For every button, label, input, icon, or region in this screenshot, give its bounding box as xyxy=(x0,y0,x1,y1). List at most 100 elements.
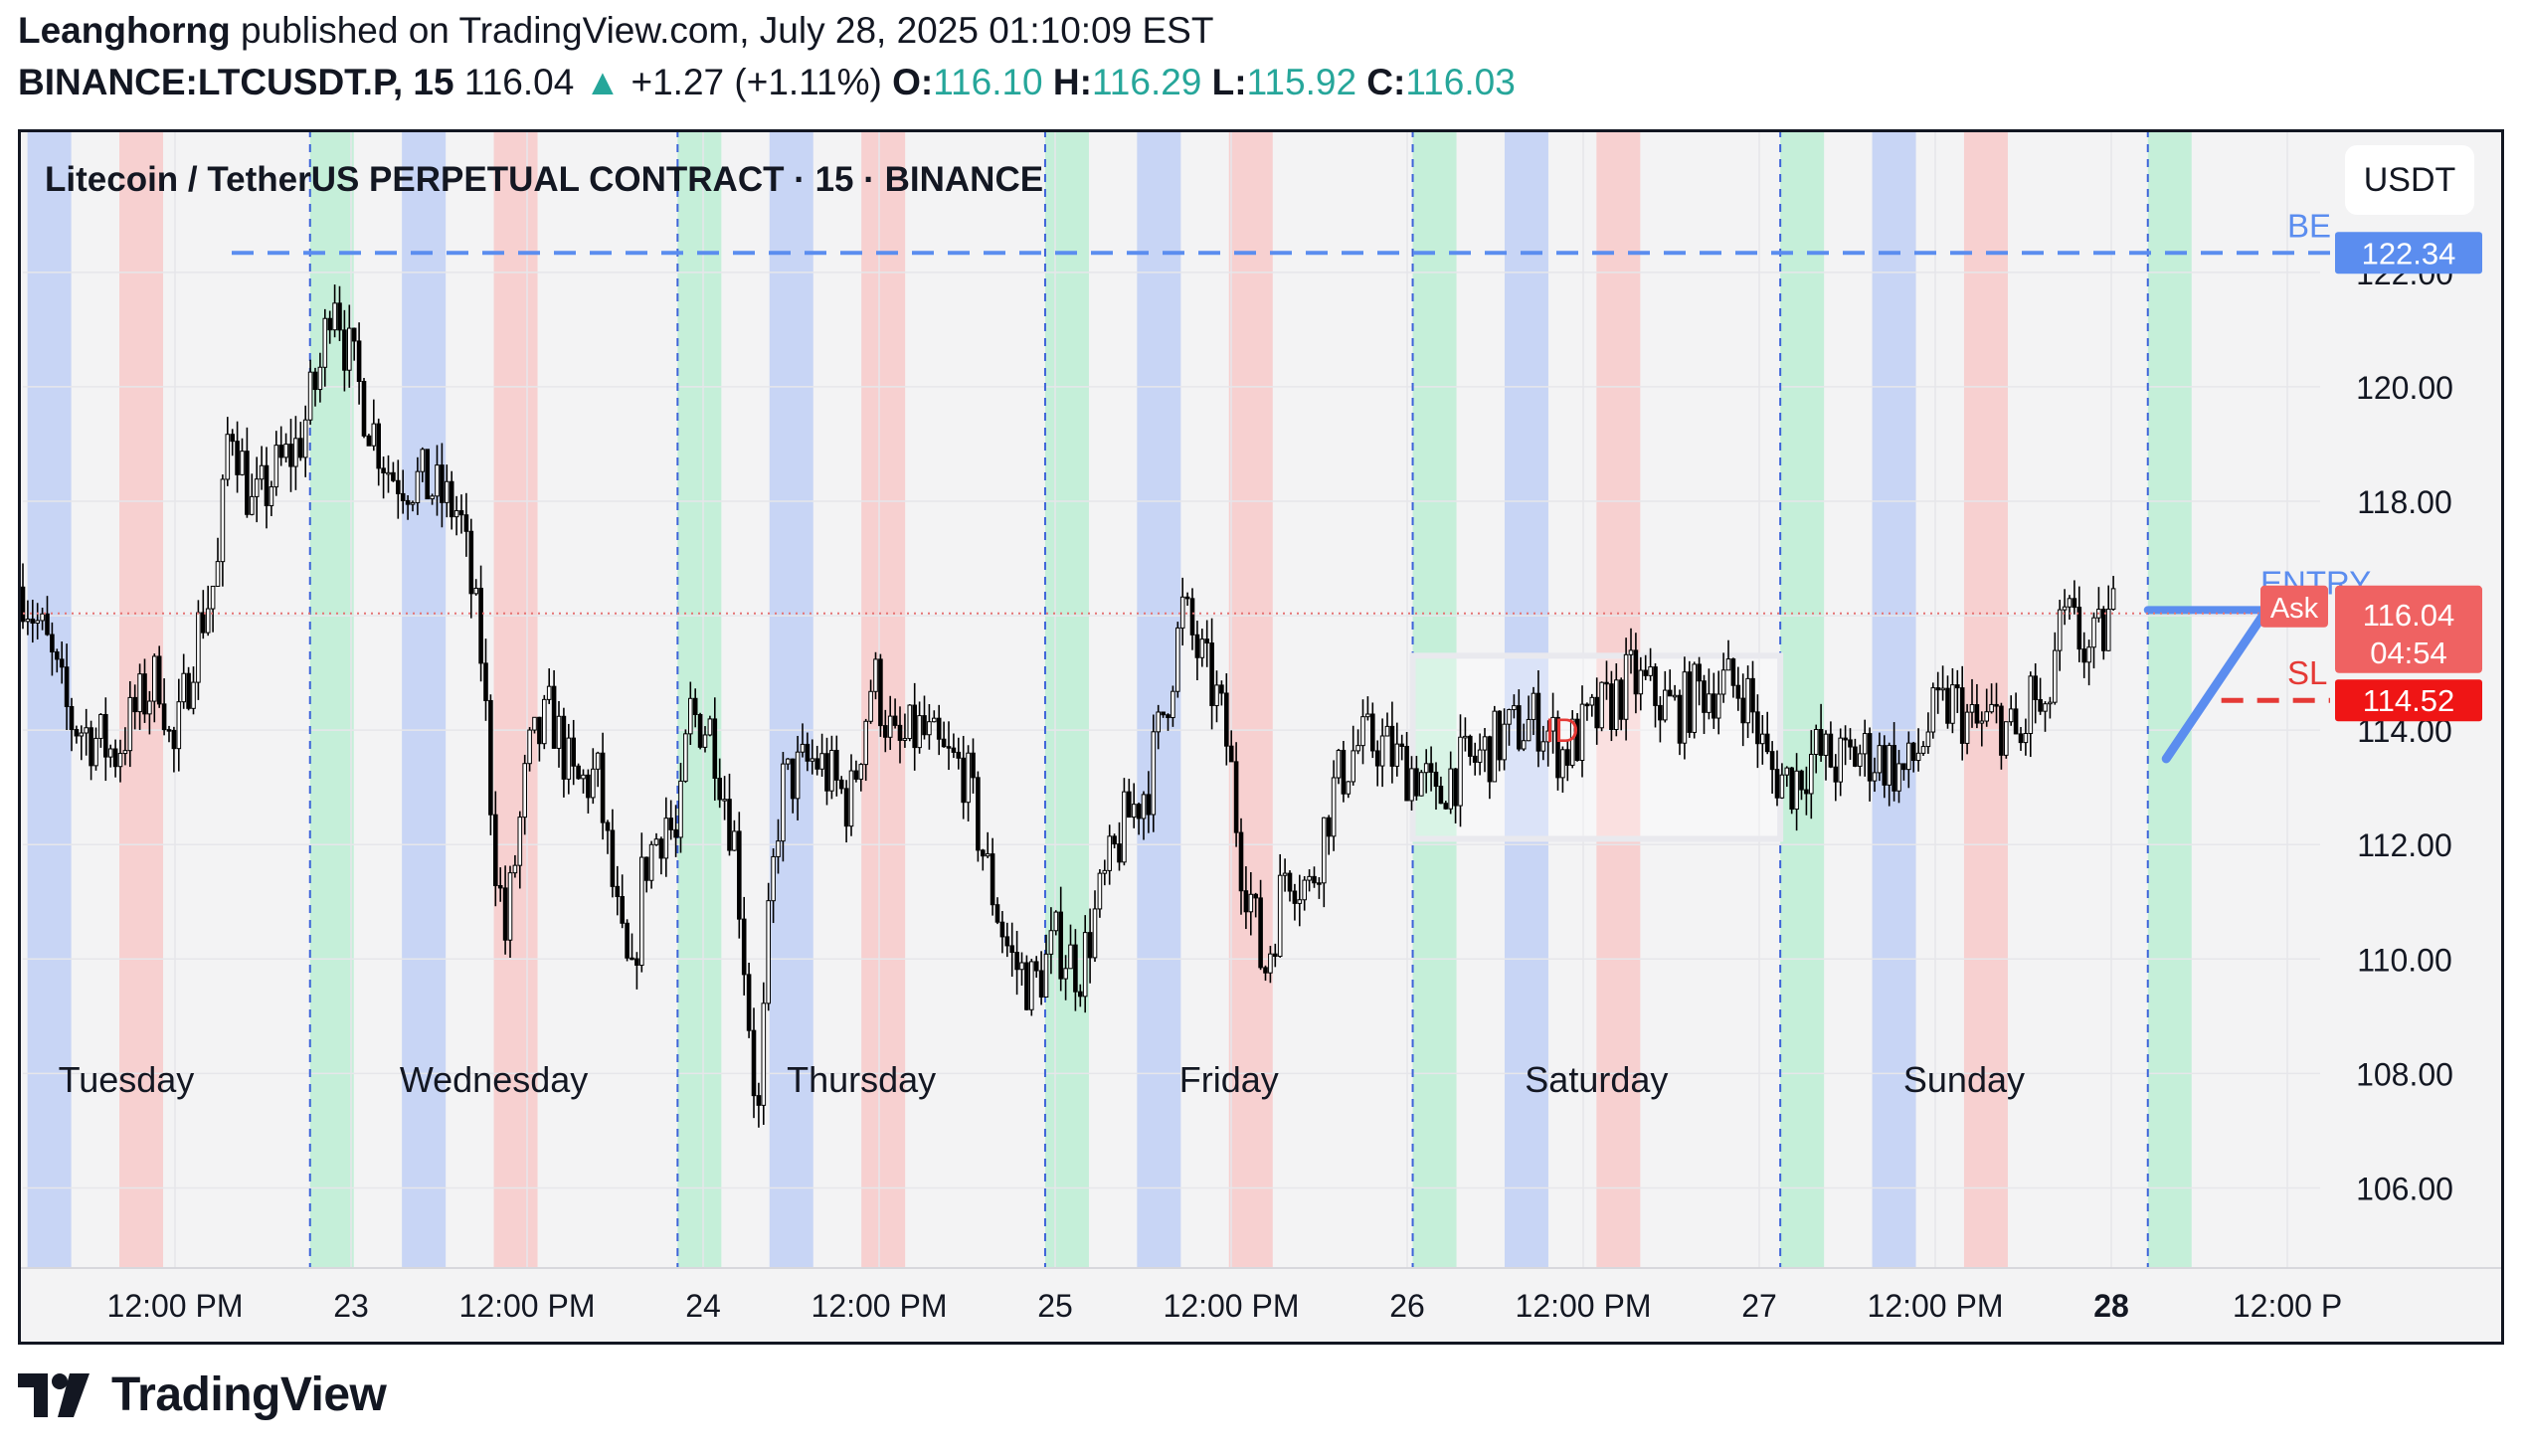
candle-body xyxy=(1029,961,1034,1010)
time-axis[interactable]: 12:00 PM 23 12:00 PM 24 12:00 PM 25 12:00 PM 26… xyxy=(18,1267,2504,1324)
candle-body xyxy=(1228,745,1234,763)
price-axis-tick: 120.00 xyxy=(2356,370,2453,406)
candle-body xyxy=(819,753,824,770)
candle-body xyxy=(1823,733,1829,756)
tradingview-logo[interactable]: TradingView xyxy=(18,1367,387,1422)
candle-body xyxy=(1959,687,1965,744)
candle-body xyxy=(2110,588,2116,611)
price-chart[interactable]: Tuesday Wednesday Thursday Friday Saturday Su… xyxy=(18,129,2504,1345)
candle-body xyxy=(449,480,454,518)
time-axis-tick: 23 xyxy=(333,1288,369,1324)
candle-body xyxy=(1579,703,1585,761)
candle-body xyxy=(1268,953,1273,974)
low-label: L: xyxy=(1211,62,1247,102)
candle-body xyxy=(507,872,513,941)
annotation-id[interactable]: ID xyxy=(1545,712,1579,750)
candle-body xyxy=(1463,735,1468,739)
candle-body xyxy=(1112,835,1117,845)
candle-body xyxy=(1097,872,1103,910)
candle-body xyxy=(1365,713,1370,718)
candle-body xyxy=(273,445,279,488)
candle-body xyxy=(40,613,45,622)
candle-body xyxy=(1809,753,1814,795)
currency-button[interactable]: USDT xyxy=(2345,145,2474,215)
candle-body xyxy=(1828,733,1834,768)
candle-body xyxy=(1692,663,1698,733)
candle-body xyxy=(1848,739,1853,748)
candle-body xyxy=(317,366,323,391)
candle-body xyxy=(103,713,108,758)
candle-body xyxy=(858,764,864,780)
candle-body xyxy=(1697,663,1702,682)
candle-body xyxy=(663,818,669,859)
candle-body xyxy=(922,715,927,736)
symbol-label[interactable]: BINANCE:LTCUSDT.P, 15 xyxy=(18,62,454,102)
candle-body xyxy=(966,752,971,804)
candle-body xyxy=(800,743,806,753)
candle-body xyxy=(756,1095,762,1106)
candle-body xyxy=(45,613,50,636)
session-band-green xyxy=(1780,129,1825,1268)
candle-body xyxy=(250,495,255,515)
candle-body xyxy=(1950,684,1955,724)
day-label: Thursday xyxy=(787,1059,936,1100)
candle-body xyxy=(546,685,552,700)
candle-body xyxy=(30,618,36,624)
candle-body xyxy=(468,530,474,595)
candle-body xyxy=(371,423,377,447)
candle-body xyxy=(89,727,93,767)
candle-body xyxy=(683,733,688,782)
candle-body xyxy=(2057,609,2063,651)
candle-body xyxy=(1813,729,1819,755)
candle-body xyxy=(240,451,245,475)
candle-body xyxy=(668,818,674,830)
candle-body xyxy=(132,696,138,713)
candle-body xyxy=(1565,749,1570,766)
candle-body xyxy=(1784,767,1790,776)
sl-price-tag-value: 114.52 xyxy=(2363,683,2455,718)
price-axis-tick: 110.00 xyxy=(2357,942,2452,978)
candle-body xyxy=(707,718,713,736)
candle-body xyxy=(1341,749,1347,795)
candle-body xyxy=(1379,735,1385,767)
candle-body xyxy=(1024,962,1029,1010)
candle-body xyxy=(1974,704,1980,724)
candle-body xyxy=(171,729,177,750)
candle-body xyxy=(2028,675,2034,735)
candle-body xyxy=(848,770,854,827)
candle-body xyxy=(887,715,893,738)
candle-body xyxy=(147,700,152,715)
candle-body xyxy=(1238,831,1244,892)
candle-body xyxy=(1702,680,1707,713)
candle-body xyxy=(1078,991,1083,998)
candle-body xyxy=(1068,944,1073,970)
candle-body xyxy=(1204,638,1210,644)
candle-body xyxy=(1472,755,1478,763)
candle-body xyxy=(873,658,878,692)
candle-body xyxy=(1589,696,1595,706)
candle-body xyxy=(1497,710,1503,761)
high-label: H: xyxy=(1052,62,1092,102)
time-axis-tick: 28 xyxy=(2093,1288,2129,1324)
candle-body xyxy=(976,777,981,851)
candle-body xyxy=(278,445,283,458)
candle-body xyxy=(98,713,103,739)
candle-body xyxy=(951,747,957,753)
candle-body xyxy=(376,423,381,469)
candle-body xyxy=(1146,794,1152,816)
candle-body xyxy=(1107,835,1113,871)
price-change: +1.27 (+1.11%) xyxy=(631,62,882,102)
candle-body xyxy=(737,830,742,920)
author-name[interactable]: Leanghorng xyxy=(18,10,231,51)
candle-body xyxy=(990,853,995,906)
candle-body xyxy=(625,922,630,959)
candle-body xyxy=(1287,872,1293,892)
open-value: 116.10 xyxy=(933,62,1043,102)
candle-body xyxy=(1663,689,1668,721)
candle-body xyxy=(25,618,31,623)
trend-line[interactable] xyxy=(2161,611,2267,764)
candle-body xyxy=(1555,716,1560,779)
candle-body xyxy=(1720,669,1726,695)
candle-body xyxy=(1750,677,1755,713)
candle-body xyxy=(473,587,478,595)
